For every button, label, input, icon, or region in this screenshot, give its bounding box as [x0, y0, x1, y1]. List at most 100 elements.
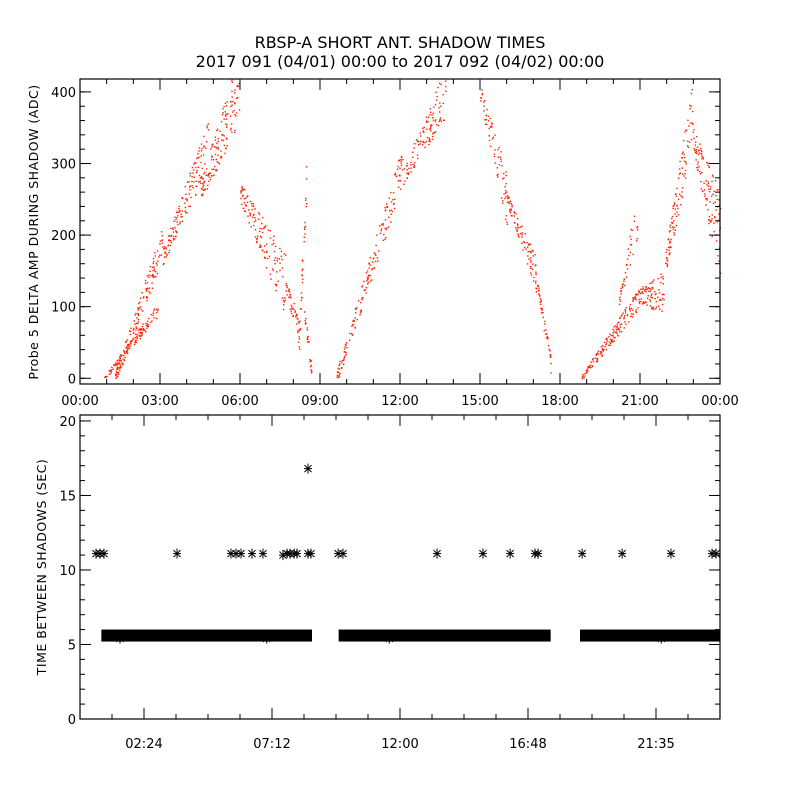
data-point — [390, 191, 392, 194]
data-point — [638, 291, 640, 293]
data-point — [204, 163, 206, 165]
data-point — [397, 180, 400, 182]
data-point — [216, 161, 218, 163]
data-point — [549, 354, 552, 357]
data-point — [263, 227, 266, 229]
data-point — [623, 327, 625, 329]
data-point — [304, 221, 306, 224]
data-point — [258, 212, 260, 214]
data-point — [435, 119, 437, 121]
data-point — [681, 187, 684, 189]
data-point — [217, 138, 219, 140]
data-point — [428, 144, 430, 146]
data-point — [424, 142, 426, 144]
data-point — [152, 262, 154, 265]
x-tick-label: 07:12 — [253, 737, 290, 752]
data-point — [271, 243, 273, 246]
data-point — [614, 325, 617, 327]
data-point — [152, 260, 155, 263]
data-point — [135, 339, 137, 341]
data-point — [435, 99, 438, 101]
y-tick-label: 100 — [51, 301, 76, 316]
data-point — [193, 181, 195, 183]
data-point — [139, 337, 141, 340]
data-point — [300, 296, 303, 299]
data-point — [137, 322, 139, 325]
data-point — [253, 213, 255, 216]
data-point — [249, 212, 251, 214]
data-point — [649, 282, 651, 285]
data-point — [288, 296, 290, 299]
data-point — [286, 286, 288, 289]
data-point — [521, 232, 523, 234]
data-point — [283, 301, 285, 303]
data-point — [647, 297, 649, 299]
data-point — [219, 130, 221, 132]
data-point — [362, 296, 364, 299]
data-point — [282, 275, 284, 278]
data-point — [152, 274, 155, 277]
data-point — [243, 188, 246, 191]
data-point — [500, 151, 502, 153]
data-point — [181, 216, 183, 218]
data-point — [136, 337, 139, 339]
data-point — [151, 275, 154, 277]
data-point — [232, 100, 234, 103]
data-point — [346, 346, 348, 349]
data-point — [282, 299, 285, 302]
data-point — [626, 263, 628, 266]
data-point — [601, 354, 604, 356]
data-point — [304, 233, 306, 235]
data-point — [679, 172, 681, 174]
data-point — [153, 308, 156, 310]
data-point — [705, 198, 707, 200]
data-point — [289, 296, 291, 298]
data-point — [373, 252, 375, 254]
data-point — [432, 132, 435, 134]
data-point — [365, 287, 368, 289]
data-point — [279, 262, 281, 264]
data-point — [400, 164, 403, 167]
data-point — [301, 278, 304, 280]
data-point — [481, 89, 483, 91]
data-point — [665, 262, 667, 264]
data-point — [681, 152, 683, 155]
data-point — [354, 326, 356, 328]
data-point — [131, 339, 133, 341]
data-point — [156, 272, 159, 275]
data-point — [230, 127, 232, 130]
data-point — [618, 321, 620, 323]
data-point — [394, 173, 396, 176]
data-point — [517, 234, 520, 237]
star-point — [478, 548, 487, 559]
data-point — [361, 297, 363, 300]
data-point — [406, 169, 408, 171]
data-point — [344, 351, 346, 353]
data-point — [683, 140, 685, 142]
data-point — [305, 197, 307, 200]
data-point — [115, 377, 117, 380]
data-point — [135, 326, 137, 328]
data-point — [631, 229, 633, 232]
data-point — [196, 185, 198, 188]
data-point — [711, 195, 713, 197]
data-point — [275, 285, 278, 287]
data-point — [280, 250, 282, 253]
data-point — [143, 296, 145, 298]
data-point — [375, 254, 377, 257]
data-point — [490, 126, 492, 128]
data-point — [606, 339, 608, 341]
data-point — [529, 243, 531, 245]
data-point — [266, 250, 268, 252]
data-point — [216, 128, 219, 130]
data-point — [666, 248, 668, 251]
data-point — [137, 308, 139, 310]
data-point — [494, 162, 496, 164]
data-point — [493, 153, 496, 155]
data-point — [130, 343, 132, 345]
data-point — [106, 375, 108, 378]
data-point — [502, 202, 504, 204]
data-point — [708, 190, 711, 193]
data-point — [288, 288, 290, 291]
data-point — [285, 284, 288, 287]
